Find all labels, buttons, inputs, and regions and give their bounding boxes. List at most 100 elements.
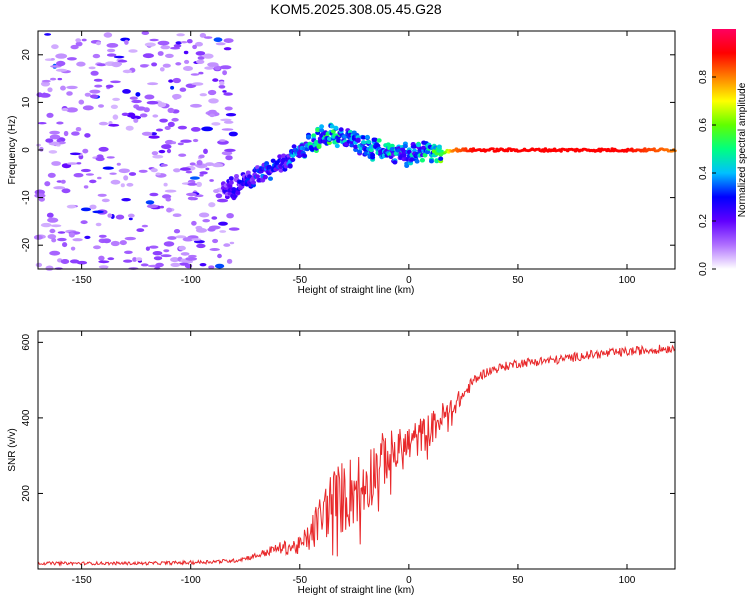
spectrogram-noise-blob (157, 40, 170, 46)
spectrogram-noise-blob (57, 237, 67, 242)
spectrogram-ridge-cell (361, 135, 366, 140)
spectrogram-noise-blob (186, 39, 193, 44)
colorbar-gradient (712, 29, 736, 269)
spectrogram-noise-blob (93, 245, 101, 250)
spectrogram-noise-blob (152, 114, 159, 118)
spectrogram-ridge-cell (281, 157, 287, 162)
colorbar-tick-label: 0.2 (698, 214, 709, 228)
spectrogram-noise-blob (102, 238, 112, 244)
spectrogram-noise-blob (36, 143, 41, 147)
spectrogram-noise-blob (61, 107, 69, 112)
spectrogram-noise-blob (111, 61, 122, 68)
spectrogram-noise-blob (95, 222, 102, 227)
spectrogram-noise-blob (47, 217, 59, 223)
spectrogram-ridge-cell (376, 138, 382, 143)
spectrogram-ridge-cell (370, 155, 376, 160)
spectrogram-ridge-cell (287, 164, 293, 169)
spectrogram-ridge-cell (260, 178, 266, 183)
spectrogram-noise-blob (106, 53, 117, 57)
spectrogram-noise-blob (223, 47, 232, 51)
spectrogram-noise-blob (46, 212, 54, 218)
spectrogram-noise-blob (129, 96, 138, 100)
snr-x-tick-label: -50 (293, 575, 308, 586)
spectrogram-noise-blob (189, 162, 196, 166)
spectrogram-ridge-cell (368, 147, 374, 153)
spectrogram-ridge-cell (291, 144, 297, 149)
spectrogram-noise-blob (212, 78, 219, 82)
spectrogram-noise-blob (140, 263, 149, 267)
spectrogram-noise-blob (107, 48, 116, 53)
snr-x-axis-label: Height of straight line (km) (298, 585, 415, 596)
spectrogram-noise-blob (166, 207, 173, 213)
spectrogram-noise-blob (155, 128, 164, 132)
spectrogram-y-tick-label: 0 (21, 147, 32, 153)
spectrogram-noise-blob (204, 36, 213, 39)
spectrogram-noise-blob (42, 92, 47, 98)
spectrogram-noise-blob (170, 262, 181, 267)
spectrogram-ridge-cell (228, 180, 234, 185)
spectrogram-ridge-cell (302, 153, 308, 158)
spectrogram-noise-blob (48, 150, 58, 154)
spectrogram-noise-blob (76, 162, 82, 165)
spectrogram-ridge-cell (436, 144, 442, 149)
spectrogram-noise-blob (190, 73, 200, 76)
spectrogram-noise-blob (222, 70, 228, 76)
spectrogram-ridge-cell (422, 153, 428, 158)
spectrogram-noise-blob (141, 31, 150, 35)
spectrogram-noise-blob (75, 38, 82, 43)
spectrogram-ridge-cell (409, 157, 415, 162)
spectrogram-noise-blob (196, 160, 203, 166)
spectrogram-noise-blob (203, 148, 208, 154)
spectrogram-noise-blob (107, 213, 113, 218)
spectrogram-noise-blob (128, 49, 138, 53)
spectrogram-noise-blob (84, 235, 91, 239)
spectrogram-noise-blob (80, 220, 88, 225)
spectrogram-noise-blob (69, 152, 81, 156)
spectrogram-noise-blob (177, 125, 187, 130)
spectrogram-noise-blob (88, 66, 96, 70)
spectrogram-noise-blob (216, 198, 229, 203)
spectrogram-ridge-cell (278, 168, 284, 173)
spectrogram-noise-blob (70, 246, 76, 251)
spectrogram-ridge-cell (309, 147, 315, 152)
spectrogram-noise-blob (225, 155, 233, 161)
spectrogram-ridge-cell (393, 151, 399, 156)
snr-frame (37, 330, 676, 570)
spectrogram-ridge-cell (234, 174, 239, 179)
spectrogram-y-tick-label: -20 (21, 238, 32, 253)
spectrogram-noise-blob (152, 251, 163, 256)
spectrogram-noise-blob (118, 168, 130, 174)
spectrogram-noise-blob (73, 173, 84, 178)
spectrogram-noise-blob (49, 250, 61, 256)
spectrogram-ridge-cell (349, 143, 355, 148)
spectrogram-noise-blob (81, 38, 87, 42)
spectrogram-noise-blob (185, 170, 193, 174)
spectrogram-noise-blob (218, 85, 226, 89)
spectrogram-noise-blob (41, 79, 51, 83)
spectrogram-noise-blob (199, 33, 207, 38)
spectrogram-noise-blob (192, 138, 199, 143)
spectrogram-noise-blob (98, 121, 109, 126)
spectrogram-noise-blob (80, 168, 91, 173)
spectrogram-noise-blob (209, 248, 220, 251)
spectrogram-noise-blob (123, 259, 133, 263)
spectrogram-noise-blob (221, 128, 234, 131)
colorbar-tick-label: 0.4 (698, 166, 709, 180)
snr-x-tick-label: 50 (512, 575, 524, 586)
spectrogram-noise-blob (215, 193, 223, 199)
spectrogram-noise-blob (150, 132, 157, 136)
spectrogram-noise-blob (146, 100, 159, 105)
spectrogram-noise-blob (123, 175, 129, 181)
spectrogram-ridge-cell (385, 142, 391, 147)
spectrogram-noise-blob (159, 118, 168, 123)
spectrogram-noise-blob (148, 245, 159, 249)
spectrogram-noise-blob (219, 230, 227, 233)
spectrogram-noise-blob (175, 41, 182, 45)
spectrogram-noise-blob (83, 185, 89, 189)
spectrogram-noise-blob (124, 39, 129, 45)
spectrogram-ridge-cell (425, 149, 431, 155)
spectrogram-noise-blob (207, 62, 219, 67)
spectrogram-ridge-cell (361, 140, 366, 145)
snr-x-tick-label: 0 (406, 575, 412, 586)
